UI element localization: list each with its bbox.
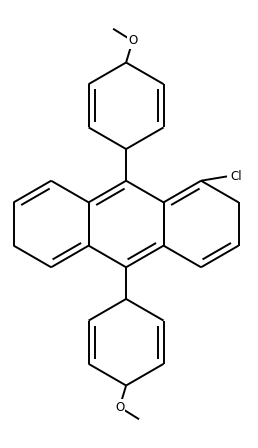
- Text: O: O: [115, 401, 124, 414]
- Text: Cl: Cl: [230, 170, 242, 183]
- Text: O: O: [128, 34, 137, 47]
